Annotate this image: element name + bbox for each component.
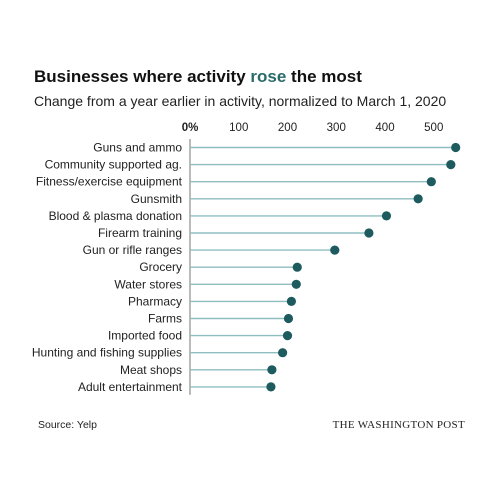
source-note: Source: Yelp bbox=[38, 419, 97, 431]
x-axis-ticks: 0% 100 200 300 400 500 bbox=[182, 122, 444, 134]
lollipop-dot bbox=[286, 296, 296, 306]
lollipop-dot bbox=[283, 313, 294, 324]
category-label: Community supported ag. bbox=[45, 158, 182, 172]
x-tick-label: 300 bbox=[327, 122, 346, 134]
chart-rows: Guns and ammo Community supported ag. Fitn… bbox=[32, 141, 461, 394]
category-label: Meat shops bbox=[120, 363, 182, 377]
lollipop-dot bbox=[446, 160, 456, 170]
category-label: Pharmacy bbox=[128, 294, 182, 308]
lollipop-dot bbox=[451, 142, 461, 153]
category-label: Farms bbox=[148, 312, 182, 326]
chart-subtitle: Change from a year earlier in activity, … bbox=[34, 93, 446, 109]
lollipop-dot bbox=[291, 279, 301, 289]
category-label: Fitness/exercise equipment bbox=[36, 175, 183, 189]
category-label: Guns and ammo bbox=[93, 141, 182, 155]
category-label: Hunting and fishing supplies bbox=[32, 346, 182, 360]
x-tick-label: 0% bbox=[182, 122, 199, 134]
lollipop-dot bbox=[364, 228, 374, 238]
category-label: Adult entertainment bbox=[78, 380, 183, 394]
x-tick-label: 500 bbox=[424, 122, 443, 134]
category-label: Grocery bbox=[139, 260, 182, 274]
lollipop-dot bbox=[267, 365, 277, 375]
chart-title: Businesses where activity rose the most bbox=[34, 67, 362, 86]
category-label: Firearm training bbox=[98, 226, 182, 240]
publisher-credit: THE WASHINGTON POST bbox=[333, 419, 465, 431]
title-suffix: the most bbox=[286, 67, 362, 86]
lollipop-dot bbox=[413, 194, 423, 204]
category-label: Gun or rifle ranges bbox=[83, 243, 182, 257]
category-label: Imported food bbox=[108, 329, 182, 343]
lollipop-dot bbox=[282, 331, 293, 341]
category-label: Blood & plasma donation bbox=[49, 209, 182, 223]
title-prefix: Businesses where activity bbox=[34, 67, 250, 86]
x-tick-label: 200 bbox=[278, 122, 297, 134]
lollipop-dot bbox=[292, 262, 302, 272]
lollipop-dot bbox=[266, 382, 276, 392]
x-tick-label: 100 bbox=[229, 122, 248, 134]
lollipop-dot bbox=[426, 177, 436, 187]
category-label: Gunsmith bbox=[131, 192, 182, 206]
lollipop-dot bbox=[381, 211, 392, 221]
category-label: Water stores bbox=[114, 277, 182, 291]
lollipop-dot bbox=[278, 348, 288, 358]
title-highlight: rose bbox=[250, 67, 286, 86]
x-tick-label: 400 bbox=[375, 122, 394, 134]
lollipop-dot bbox=[330, 245, 340, 255]
